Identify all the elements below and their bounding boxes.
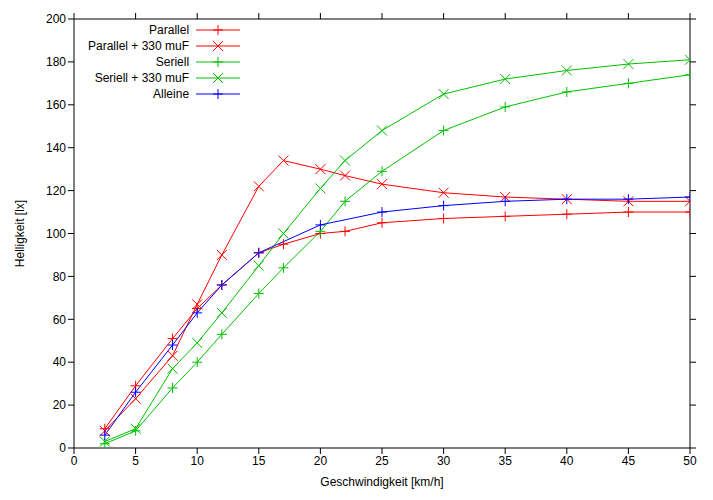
svg-text:200: 200 [46, 12, 66, 26]
svg-text:50: 50 [683, 454, 697, 468]
svg-text:40: 40 [560, 454, 574, 468]
svg-text:25: 25 [375, 454, 389, 468]
svg-text:Geschwindigkeit [km/h]: Geschwindigkeit [km/h] [320, 475, 443, 489]
svg-text:60: 60 [53, 313, 67, 327]
svg-text:Helligkeit [lx]: Helligkeit [lx] [13, 200, 27, 267]
svg-text:100: 100 [46, 227, 66, 241]
html-text:Parallel + 330 muF: Parallel + 330 muF [88, 39, 190, 53]
svg-text:35: 35 [499, 454, 513, 468]
svg-text:160: 160 [46, 98, 66, 112]
html-text:Seriell + 330 muF: Seriell + 330 muF [94, 71, 190, 85]
svg-text:20: 20 [314, 454, 328, 468]
html-text:Seriell: Seriell [155, 55, 190, 69]
svg-text:140: 140 [46, 141, 66, 155]
svg-text:10: 10 [191, 454, 205, 468]
svg-text:180: 180 [46, 55, 66, 69]
svg-text:30: 30 [437, 454, 451, 468]
svg-text:80: 80 [53, 270, 67, 284]
html-text:Alleine: Alleine [153, 87, 190, 101]
svg-text:20: 20 [53, 398, 67, 412]
svg-text:0: 0 [59, 441, 66, 455]
html-text:Parallel: Parallel [149, 23, 190, 37]
svg-text:0: 0 [71, 454, 78, 468]
svg-text:40: 40 [53, 355, 67, 369]
svg-text:5: 5 [132, 454, 139, 468]
svg-text:15: 15 [252, 454, 266, 468]
svg-text:120: 120 [46, 184, 66, 198]
svg-text:45: 45 [622, 454, 636, 468]
